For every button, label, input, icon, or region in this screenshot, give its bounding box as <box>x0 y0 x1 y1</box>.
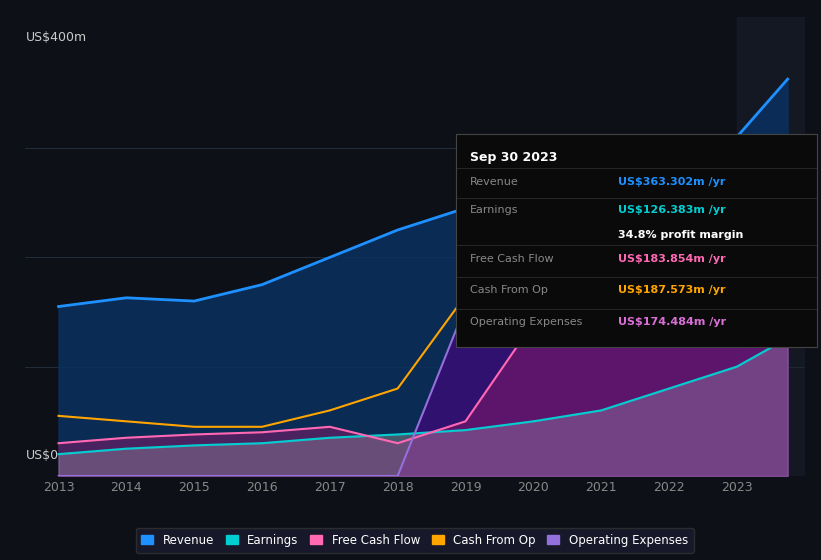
Text: Revenue: Revenue <box>470 177 519 187</box>
Text: US$400m: US$400m <box>26 31 87 44</box>
Text: US$126.383m /yr: US$126.383m /yr <box>618 204 726 214</box>
Text: US$0: US$0 <box>26 449 59 462</box>
Text: US$363.302m /yr: US$363.302m /yr <box>618 177 726 187</box>
Text: 34.8% profit margin: 34.8% profit margin <box>618 230 744 240</box>
Text: US$183.854m /yr: US$183.854m /yr <box>618 254 726 264</box>
Text: Earnings: Earnings <box>470 204 519 214</box>
Text: Sep 30 2023: Sep 30 2023 <box>470 151 557 165</box>
Text: Free Cash Flow: Free Cash Flow <box>470 254 553 264</box>
Text: Cash From Op: Cash From Op <box>470 286 548 296</box>
Text: US$174.484m /yr: US$174.484m /yr <box>618 318 727 328</box>
Bar <box>736 17 805 476</box>
Text: Operating Expenses: Operating Expenses <box>470 318 582 328</box>
Text: US$187.573m /yr: US$187.573m /yr <box>618 286 726 296</box>
Legend: Revenue, Earnings, Free Cash Flow, Cash From Op, Operating Expenses: Revenue, Earnings, Free Cash Flow, Cash … <box>135 528 694 553</box>
